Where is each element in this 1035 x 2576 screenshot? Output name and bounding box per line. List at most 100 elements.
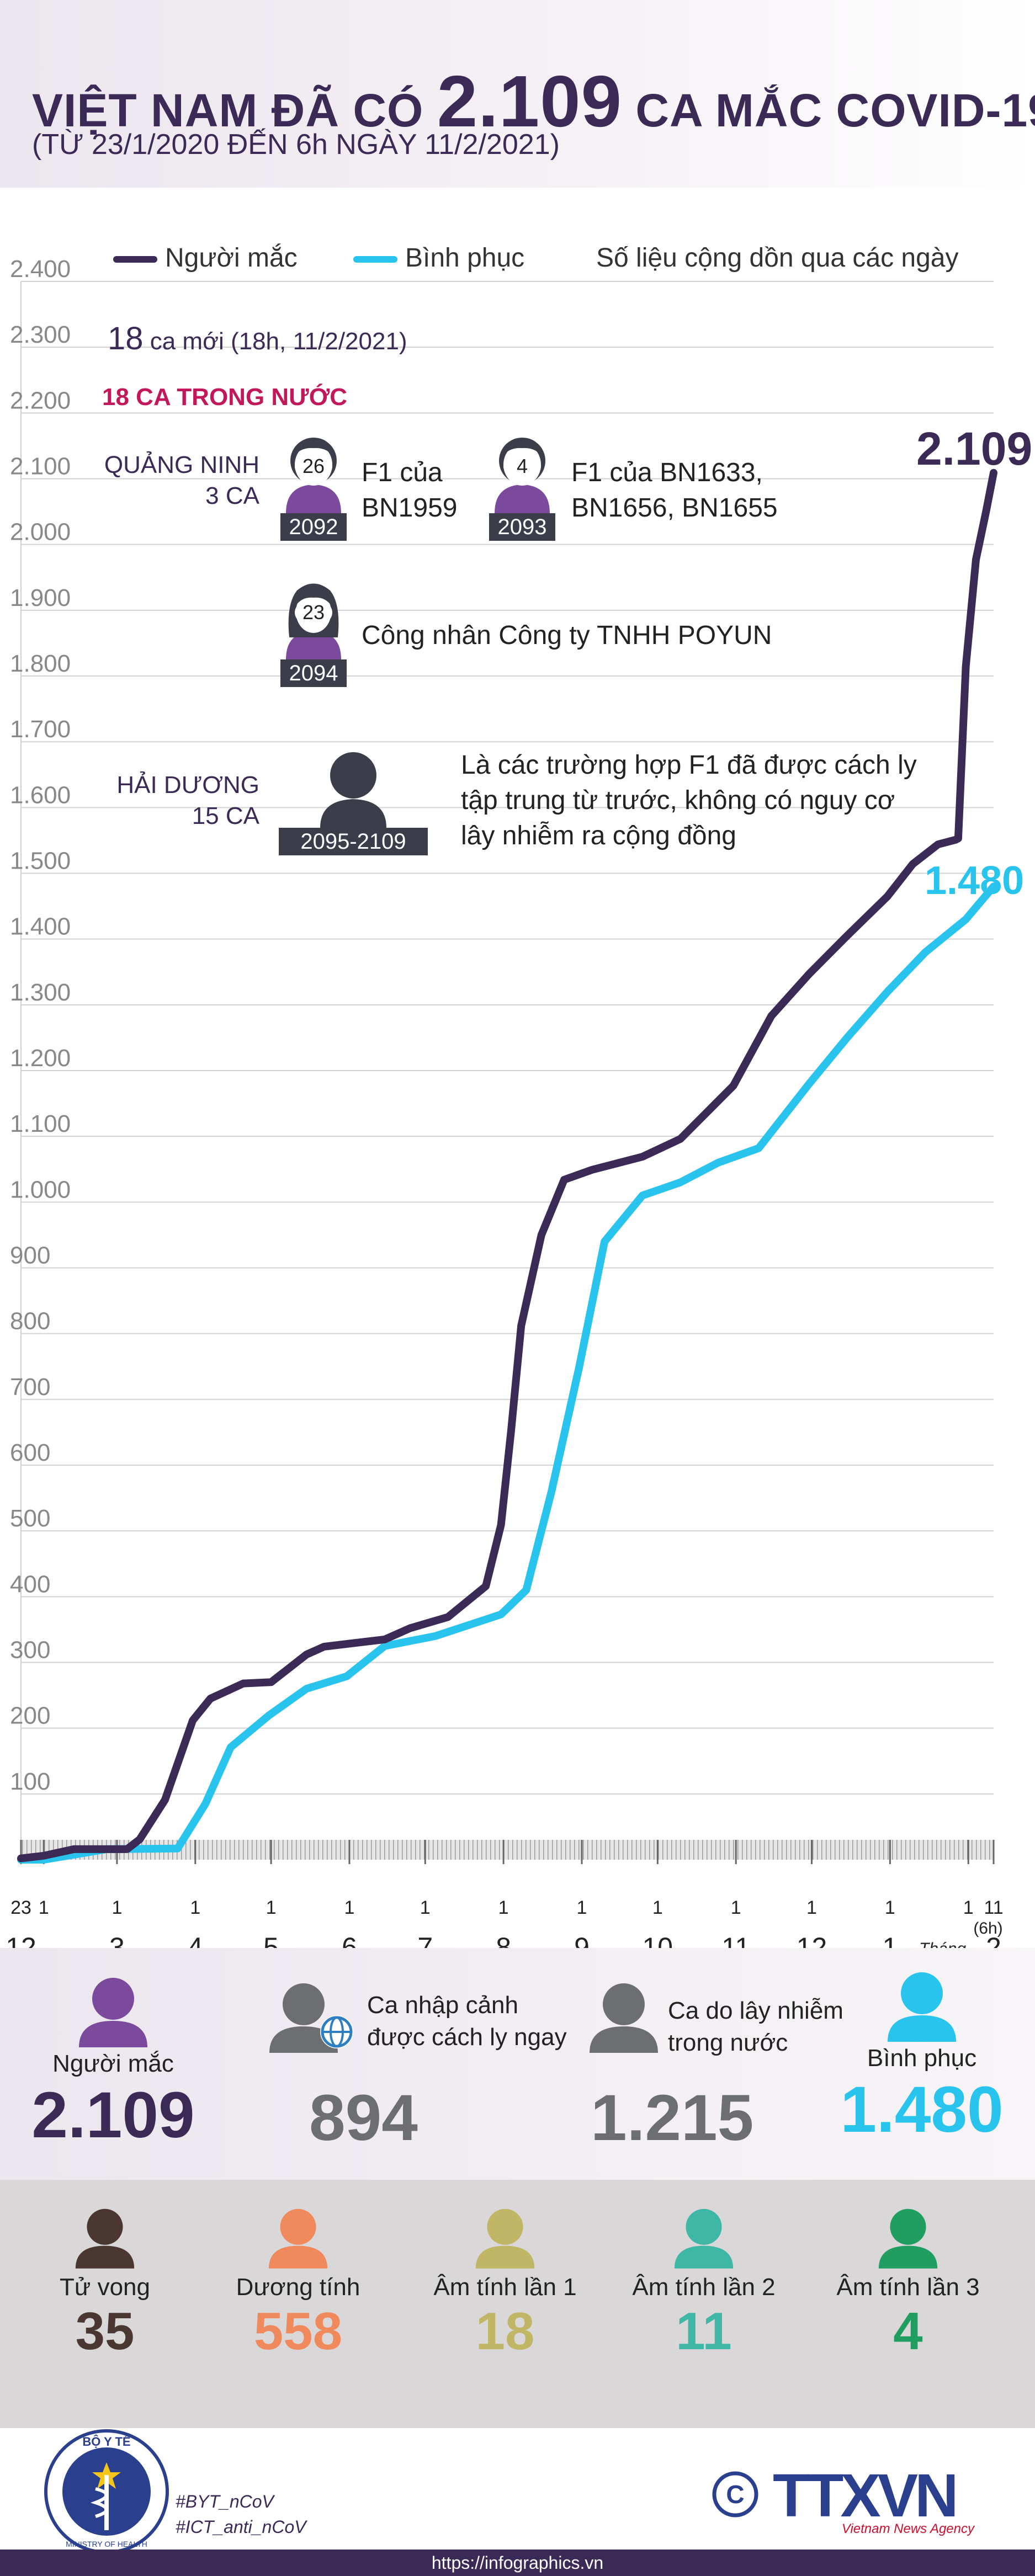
x-tick-day-label: 1 (730, 1897, 741, 1918)
x-tick-day-label: 1 (963, 1897, 974, 1918)
person-icon (268, 2208, 328, 2269)
hashtag-byt: #BYT_nCoV (176, 2492, 274, 2511)
legend-recovered-label: Bình phục (405, 243, 525, 273)
summary-stats-secondary: Tử vong 35 Dương tính 558 Âm tính lần 1 … (0, 2180, 1035, 2428)
patient-2093-age: 4 (503, 453, 541, 480)
y-tick-label: 200 (10, 1702, 50, 1729)
stat-domestic-label: Ca do lây nhiễm trong nước (668, 1995, 843, 2059)
hashtags: #BYT_nCoV #ICT_anti_nCoV (176, 2489, 306, 2540)
person-icon (878, 2208, 938, 2269)
patient-group-2095-2109: 2095-2109 (279, 745, 428, 855)
y-tick-label: 1.400 (10, 913, 71, 940)
person-icon (75, 2208, 135, 2269)
y-tick-label: 1.200 (10, 1045, 71, 1072)
y-tick-label: 800 (10, 1308, 50, 1335)
legend-recovered-swatch (353, 256, 397, 263)
stat-imported-value: 894 (309, 2082, 418, 2154)
stat-death-value: 35 (75, 2302, 135, 2361)
seal-bottom-text: MINISTRY OF HEALTH (66, 2540, 147, 2548)
x-tick-day-label: 1 (420, 1897, 431, 1918)
y-tick-label: 2.200 (10, 387, 71, 414)
patient-2093-note-line2: BN1656, BN1655 (571, 493, 778, 523)
patient-2092: 26 2092 (280, 430, 347, 541)
x-tick-day-label: 1 (266, 1897, 277, 1918)
title-number: 2.109 (437, 61, 623, 142)
series-lines (17, 469, 997, 1864)
x-tick-day-label: 1 (806, 1897, 817, 1918)
url-bar: https://infographics.vn (0, 2550, 1035, 2576)
stat-positive: Dương tính 558 (226, 2205, 370, 2362)
x-tick-day-label: 1 (498, 1897, 509, 1918)
person-icon (475, 2208, 535, 2269)
y-tick-label: 1.100 (10, 1110, 71, 1137)
stat-negative-3-label: Âm tính lần 3 (836, 2274, 980, 2301)
person-icon (590, 1983, 658, 2053)
stat-infected-label: Người mắc (52, 2050, 174, 2077)
site-url-link[interactable]: https://infographics.vn (431, 2553, 604, 2573)
x-tick-day-label: 11 (984, 1897, 1004, 1918)
series-line-recovered (17, 882, 997, 1864)
patient-2093: 4 2093 (489, 430, 555, 541)
stat-recovered-value: 1.480 (840, 2073, 1004, 2146)
y-tick-label: 2.300 (10, 321, 71, 348)
y-tick-label: 900 (10, 1242, 50, 1269)
y-tick-label: 2.000 (10, 519, 71, 546)
patient-2092-id: 2092 (280, 513, 347, 541)
last-tick-hour-note: (6h) (973, 1919, 1003, 1938)
page-title: VIỆT NAM ĐÃ CÓ 2.109 CA MẮC COVID-19 (32, 60, 1035, 143)
stat-positive-label: Dương tính (236, 2274, 360, 2301)
patient-2093-note-line1: F1 của BN1633, (571, 458, 763, 487)
y-tick-label: 100 (10, 1768, 50, 1795)
ttxvn-logo: C TTXVN Vietnam News Agency (712, 2462, 999, 2542)
ttxvn-logo-subtitle: Vietnam News Agency (842, 2521, 975, 2536)
stat-death-label: Tử vong (60, 2274, 150, 2301)
y-tick-label: 2.100 (10, 453, 71, 480)
stat-infected: Người mắc 2.109 (22, 1976, 204, 2153)
title-prefix: VIỆT NAM ĐÃ CÓ (32, 84, 437, 136)
ministry-of-health-seal-icon: BỘ Y TẾ MINISTRY OF HEALTH (44, 2429, 169, 2554)
stat-negative-3: Âm tính lần 3 4 (828, 2205, 988, 2362)
stat-domestic-label-line2: trong nước (668, 2029, 788, 2056)
stat-infected-value: 2.109 (31, 2079, 195, 2152)
hai-duong-label: HẢI DƯƠNG 15 CA (66, 770, 259, 832)
x-tick-day-label: 1 (652, 1897, 663, 1918)
series-line-infected (17, 469, 997, 1862)
quang-ninh-count: 3 CA (205, 482, 259, 509)
new-cases-text: ca mới (18h, 11/2/2021) (143, 328, 407, 355)
domestic-heading: 18 CA TRONG NƯỚC (102, 384, 347, 411)
y-tick-label: 1.300 (10, 979, 71, 1006)
legend-note: Số liệu cộng dồn qua các ngày (596, 243, 959, 273)
hai-duong-note-line3: lây nhiễm ra cộng đồng (461, 821, 736, 850)
stat-negative-1: Âm tính lần 1 18 (425, 2205, 585, 2362)
y-tick-label: 1.700 (10, 716, 71, 743)
chart-svg: 100 200 300 400 500 600 700 800 900 1.000 1.100 1.2… (10, 256, 997, 1864)
y-tick-label: 400 (10, 1571, 50, 1598)
chart-grid (20, 281, 994, 1860)
quang-ninh-name: QUẢNG NINH (104, 451, 259, 478)
x-tick-day-label: 1 (190, 1897, 201, 1918)
title-suffix: CA MẮC COVID-19 (622, 84, 1035, 136)
y-tick-label: 1.900 (10, 584, 71, 611)
x-tick-day-label: 1 (112, 1897, 123, 1918)
end-label-infected: 2.109 (916, 423, 1033, 475)
new-cases-number: 18 (108, 321, 144, 356)
y-tick-label: 600 (10, 1439, 50, 1466)
stat-negative-2-value: 11 (676, 2302, 732, 2361)
legend-infected-swatch (113, 256, 157, 263)
x-tick-day-label: 1 (884, 1897, 895, 1918)
stat-negative-1-value: 18 (475, 2302, 535, 2361)
legend-infected-label: Người mắc (165, 243, 298, 273)
patient-2094-id: 2094 (280, 659, 347, 687)
patient-2094: 23 2094 (280, 577, 347, 687)
footer: BỘ Y TẾ MINISTRY OF HEALTH #BYT_nCoV #IC… (0, 2428, 1035, 2576)
person-silhouette-icon (320, 752, 386, 828)
quang-ninh-label: QUẢNG NINH 3 CA (66, 450, 259, 512)
stat-negative-2: Âm tính lần 2 11 (624, 2205, 784, 2362)
legend-infected: Người mắc (113, 243, 298, 273)
hai-duong-count: 15 CA (192, 802, 259, 829)
y-tick-label: 2.400 (10, 256, 71, 283)
stat-recovered: Bình phục 1.480 (822, 1970, 1021, 2147)
new-cases-annotation: 18 ca mới (18h, 11/2/2021) (108, 320, 407, 357)
x-tick-day-label: 1 (576, 1897, 587, 1918)
y-tick-label: 1.800 (10, 650, 71, 677)
